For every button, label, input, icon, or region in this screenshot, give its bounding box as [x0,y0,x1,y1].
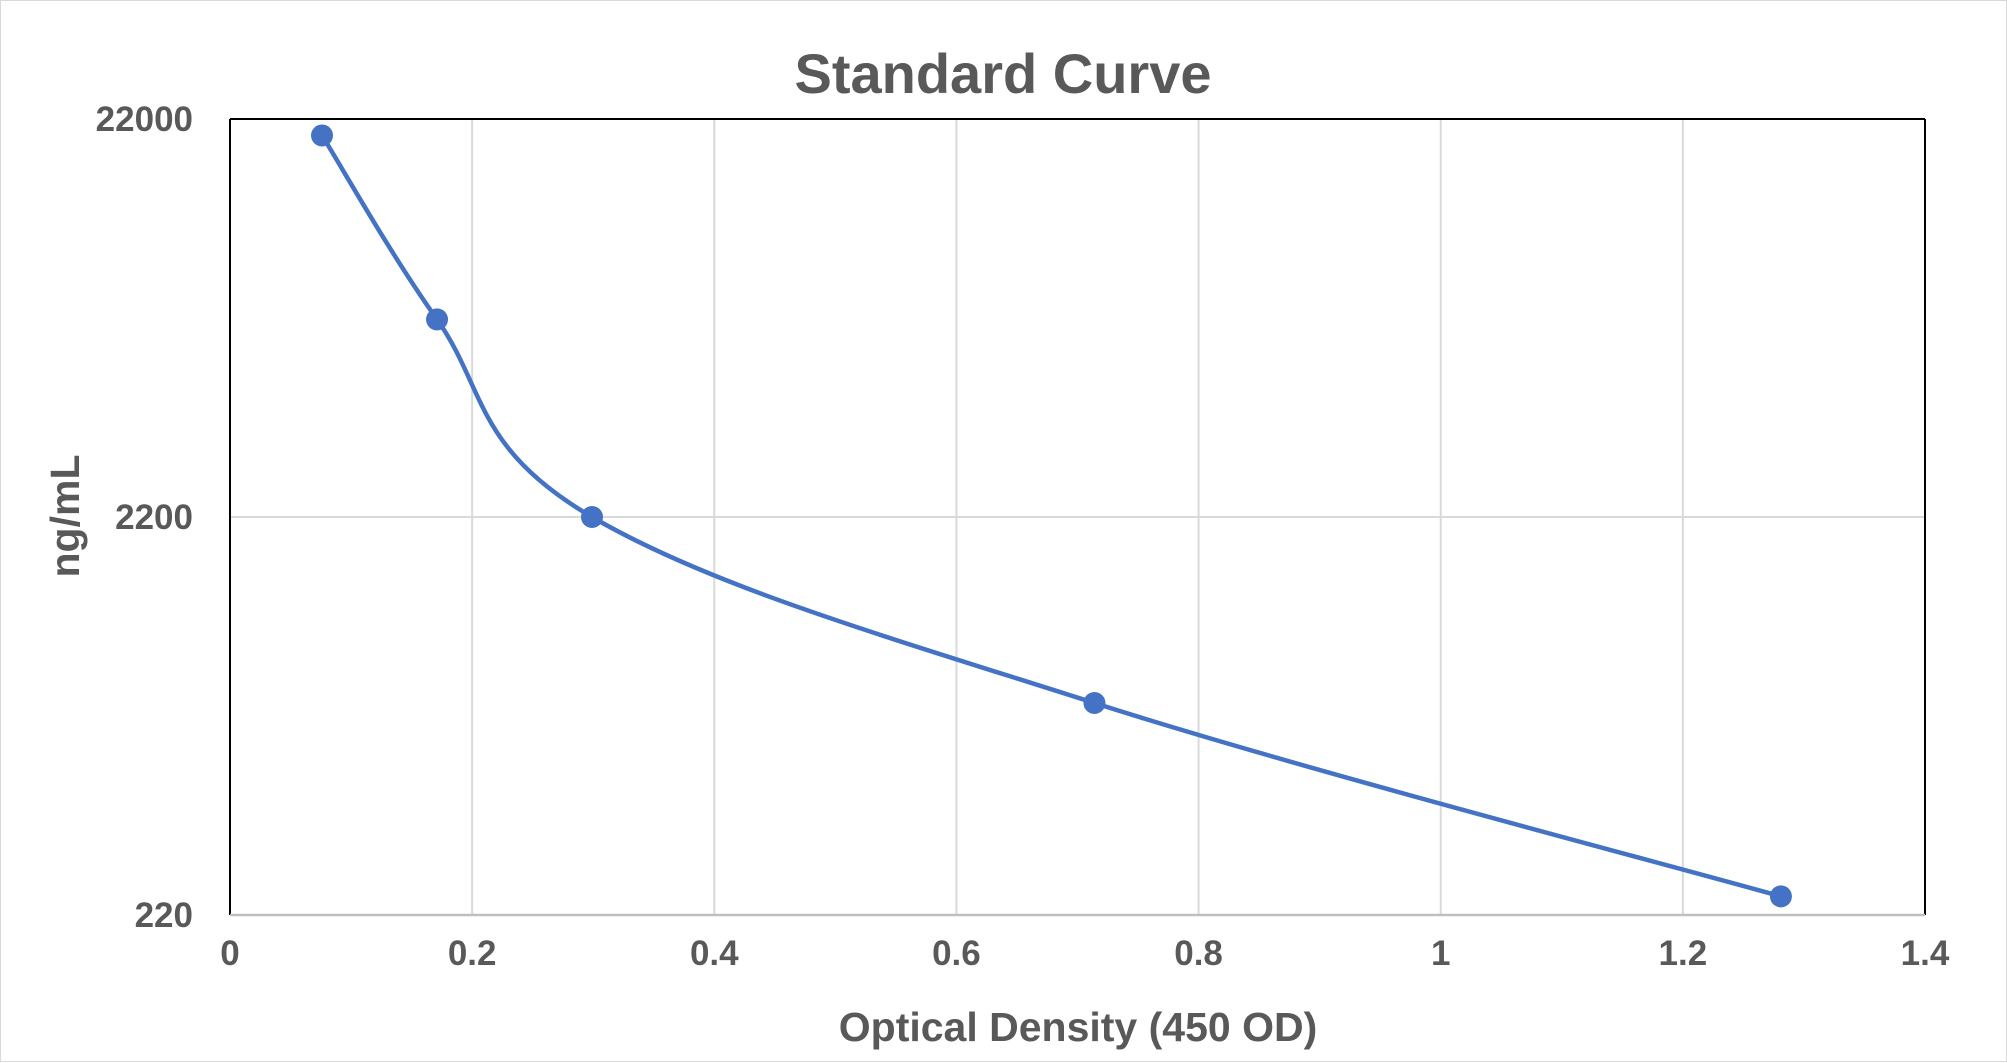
x-tick-label: 1.4 [1901,934,1950,973]
tick-labels: 0 0.2 0.4 0.6 0.8 1 1.2 1.4 220 2200 22000 [96,100,1950,973]
x-tick-label: 0.4 [690,934,739,973]
x-tick-label: 1.2 [1659,934,1708,973]
x-axis-title: Optical Density (450 OD) [839,1004,1317,1050]
data-point [1769,885,1792,908]
data-point [1083,692,1106,715]
data-series [311,124,1792,908]
gridlines [230,119,1925,915]
x-tick-label: 0 [220,934,239,973]
chart-title: Standard Curve [795,42,1212,105]
y-axis-title: ng/mL [42,455,88,578]
data-point [581,506,604,528]
axes [229,118,1926,917]
x-tick-label: 0.2 [448,934,497,973]
x-tick-label: 0.6 [932,934,981,973]
y-tick-label: 22000 [96,100,193,139]
series-line [319,133,1784,899]
data-point [426,308,449,331]
x-tick-label: 1 [1431,934,1450,973]
y-tick-label: 220 [135,896,193,935]
x-tick-label: 0.8 [1174,934,1223,973]
y-tick-label: 2200 [115,498,193,537]
data-point [311,124,334,147]
